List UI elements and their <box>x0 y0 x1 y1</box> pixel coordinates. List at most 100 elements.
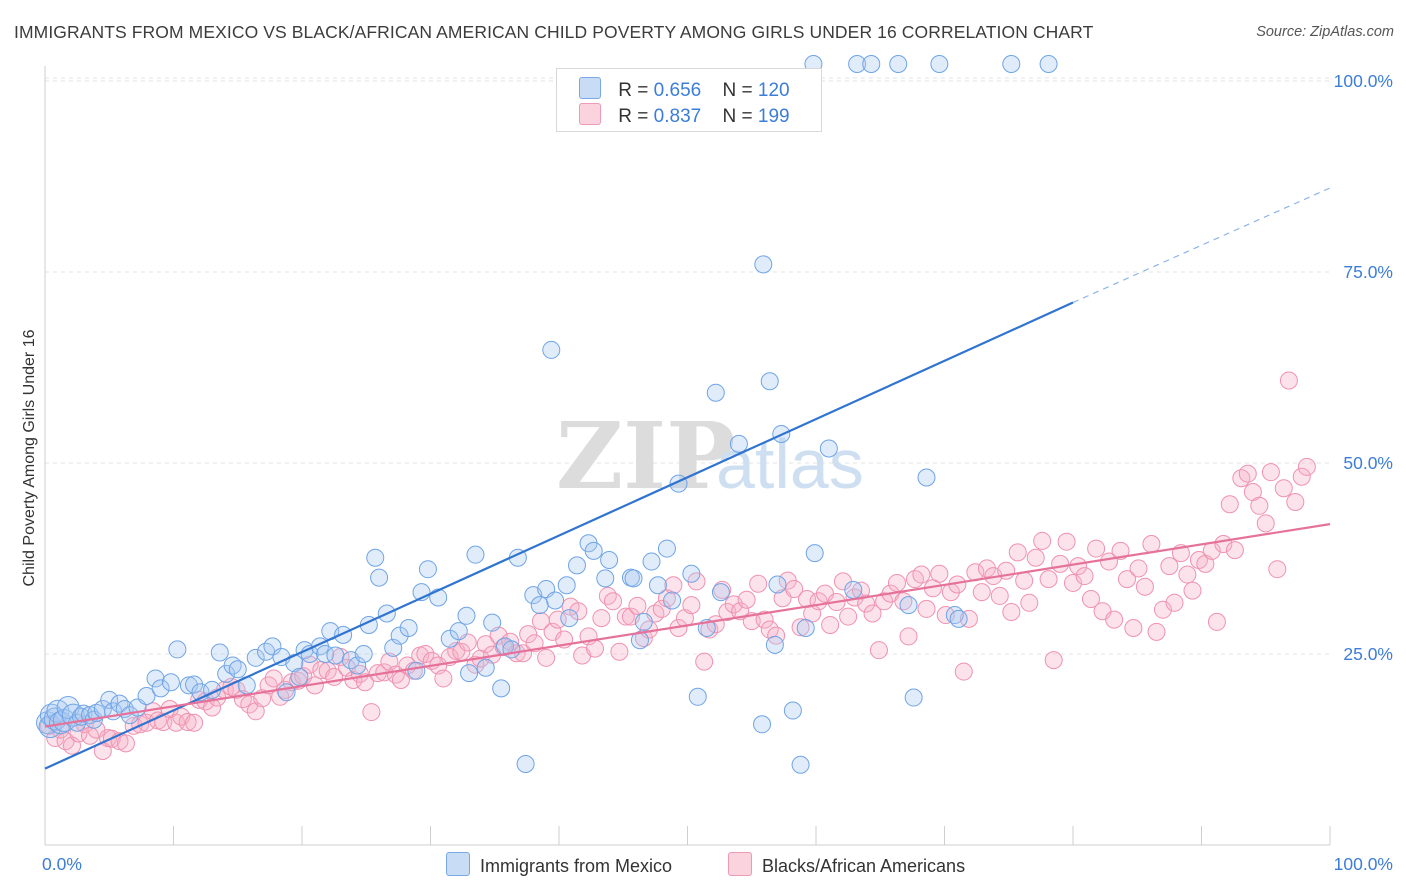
point-blacks <box>1297 457 1316 476</box>
point-blacks <box>1232 469 1251 488</box>
point-mexico <box>277 683 296 702</box>
point-blacks <box>791 618 810 637</box>
point-mexico <box>449 622 468 641</box>
point-blacks <box>1057 532 1076 551</box>
point-mexico <box>502 640 521 659</box>
point-blacks <box>434 669 453 688</box>
point-mexico <box>899 596 918 615</box>
trend-line-mexico <box>44 301 1074 770</box>
point-mexico <box>642 552 661 571</box>
point-mexico <box>440 629 459 648</box>
point-mexico <box>137 687 156 706</box>
point-mexico <box>151 679 170 698</box>
point-blacks <box>972 583 991 602</box>
point-blacks <box>1075 567 1094 586</box>
point-blacks <box>1279 371 1298 390</box>
point-blacks <box>1087 539 1106 558</box>
point-blacks <box>869 641 888 660</box>
point-blacks <box>519 625 538 644</box>
bottom-legend-swatch-blacks <box>728 852 752 876</box>
point-mexico <box>688 687 707 706</box>
point-blacks <box>1033 531 1052 550</box>
point-blacks <box>1111 541 1130 560</box>
point-mexico <box>370 568 389 587</box>
point-blacks <box>1002 602 1021 621</box>
point-blacks <box>1165 593 1184 612</box>
point-mexico <box>546 591 565 610</box>
point-blacks <box>718 602 737 621</box>
point-blacks <box>1129 559 1148 578</box>
point-blacks <box>899 627 918 646</box>
legend-n-label: N = <box>722 80 753 101</box>
y-tick-label: 50.0% <box>1343 453 1393 473</box>
point-mexico <box>530 596 549 615</box>
point-mexico <box>560 609 579 628</box>
chart-source: Source: ZipAtlas.com <box>1256 24 1394 40</box>
point-blacks <box>300 655 319 674</box>
point-blacks <box>1274 479 1293 498</box>
point-blacks <box>912 565 931 584</box>
point-blacks <box>959 609 978 628</box>
point-mexico <box>366 548 385 567</box>
correlation-legend: R = 0.656 N = 120 R = 0.837 N = 199 <box>556 68 822 132</box>
point-mexico <box>889 55 908 73</box>
point-blacks <box>1178 565 1197 584</box>
point-mexico <box>844 580 863 599</box>
point-blacks <box>628 596 647 615</box>
point-mexico <box>862 55 881 73</box>
point-blacks <box>476 635 495 654</box>
point-blacks <box>767 626 786 645</box>
point-blacks <box>1196 554 1215 573</box>
point-mexico <box>634 612 653 631</box>
bottom-legend-label-mexico: Immigrants from Mexico <box>480 856 673 876</box>
trend-lines <box>44 187 1331 770</box>
point-blacks <box>839 607 858 626</box>
watermark-atlas: atlas <box>716 425 864 503</box>
legend-row-blacks: R = 0.837 N = 199 <box>579 103 790 129</box>
point-mexico <box>706 383 725 402</box>
point-blacks <box>1124 619 1143 638</box>
point-blacks <box>603 592 622 611</box>
legend-r-value: 0.656 <box>653 80 702 101</box>
point-mexico <box>179 676 198 695</box>
point-mexico <box>161 673 180 692</box>
point-blacks <box>616 607 635 626</box>
point-mexico <box>729 434 748 453</box>
point-mexico <box>399 619 418 638</box>
point-blacks <box>1261 463 1280 482</box>
point-mexico <box>74 704 93 723</box>
point-mexico <box>418 560 437 579</box>
watermark: ZIP atlas <box>556 402 864 510</box>
point-blacks <box>1160 557 1179 576</box>
point-mexico <box>1002 55 1021 73</box>
legend-r-value: 0.837 <box>653 106 702 127</box>
point-mexico <box>930 55 949 73</box>
point-blacks <box>537 648 556 667</box>
point-mexico <box>326 646 345 665</box>
tick-labels: 25.0% 50.0% 75.0% 100.0% 0.0% 100.0% <box>42 71 1393 874</box>
point-blacks <box>246 702 265 721</box>
point-blacks <box>592 609 611 628</box>
legend-n-value: 120 <box>757 80 790 101</box>
point-blacks <box>116 734 135 753</box>
point-blacks <box>1105 610 1124 629</box>
point-blacks <box>695 652 714 671</box>
point-mexico <box>483 613 502 632</box>
point-blacks <box>977 559 996 578</box>
point-mexico <box>648 576 667 595</box>
point-blacks <box>1147 622 1166 641</box>
point-blacks <box>737 590 756 609</box>
point-blacks <box>1135 577 1154 596</box>
point-mexico <box>754 255 773 274</box>
point-blacks <box>785 580 804 599</box>
point-mexico <box>354 645 373 663</box>
point-mexico <box>516 755 535 774</box>
point-blacks <box>755 610 774 629</box>
point-mexico <box>791 755 810 774</box>
point-mexico <box>682 564 701 583</box>
point-mexico <box>466 545 485 564</box>
point-blacks <box>1225 541 1244 560</box>
point-blacks <box>1250 496 1269 515</box>
point-blacks <box>1026 548 1045 567</box>
